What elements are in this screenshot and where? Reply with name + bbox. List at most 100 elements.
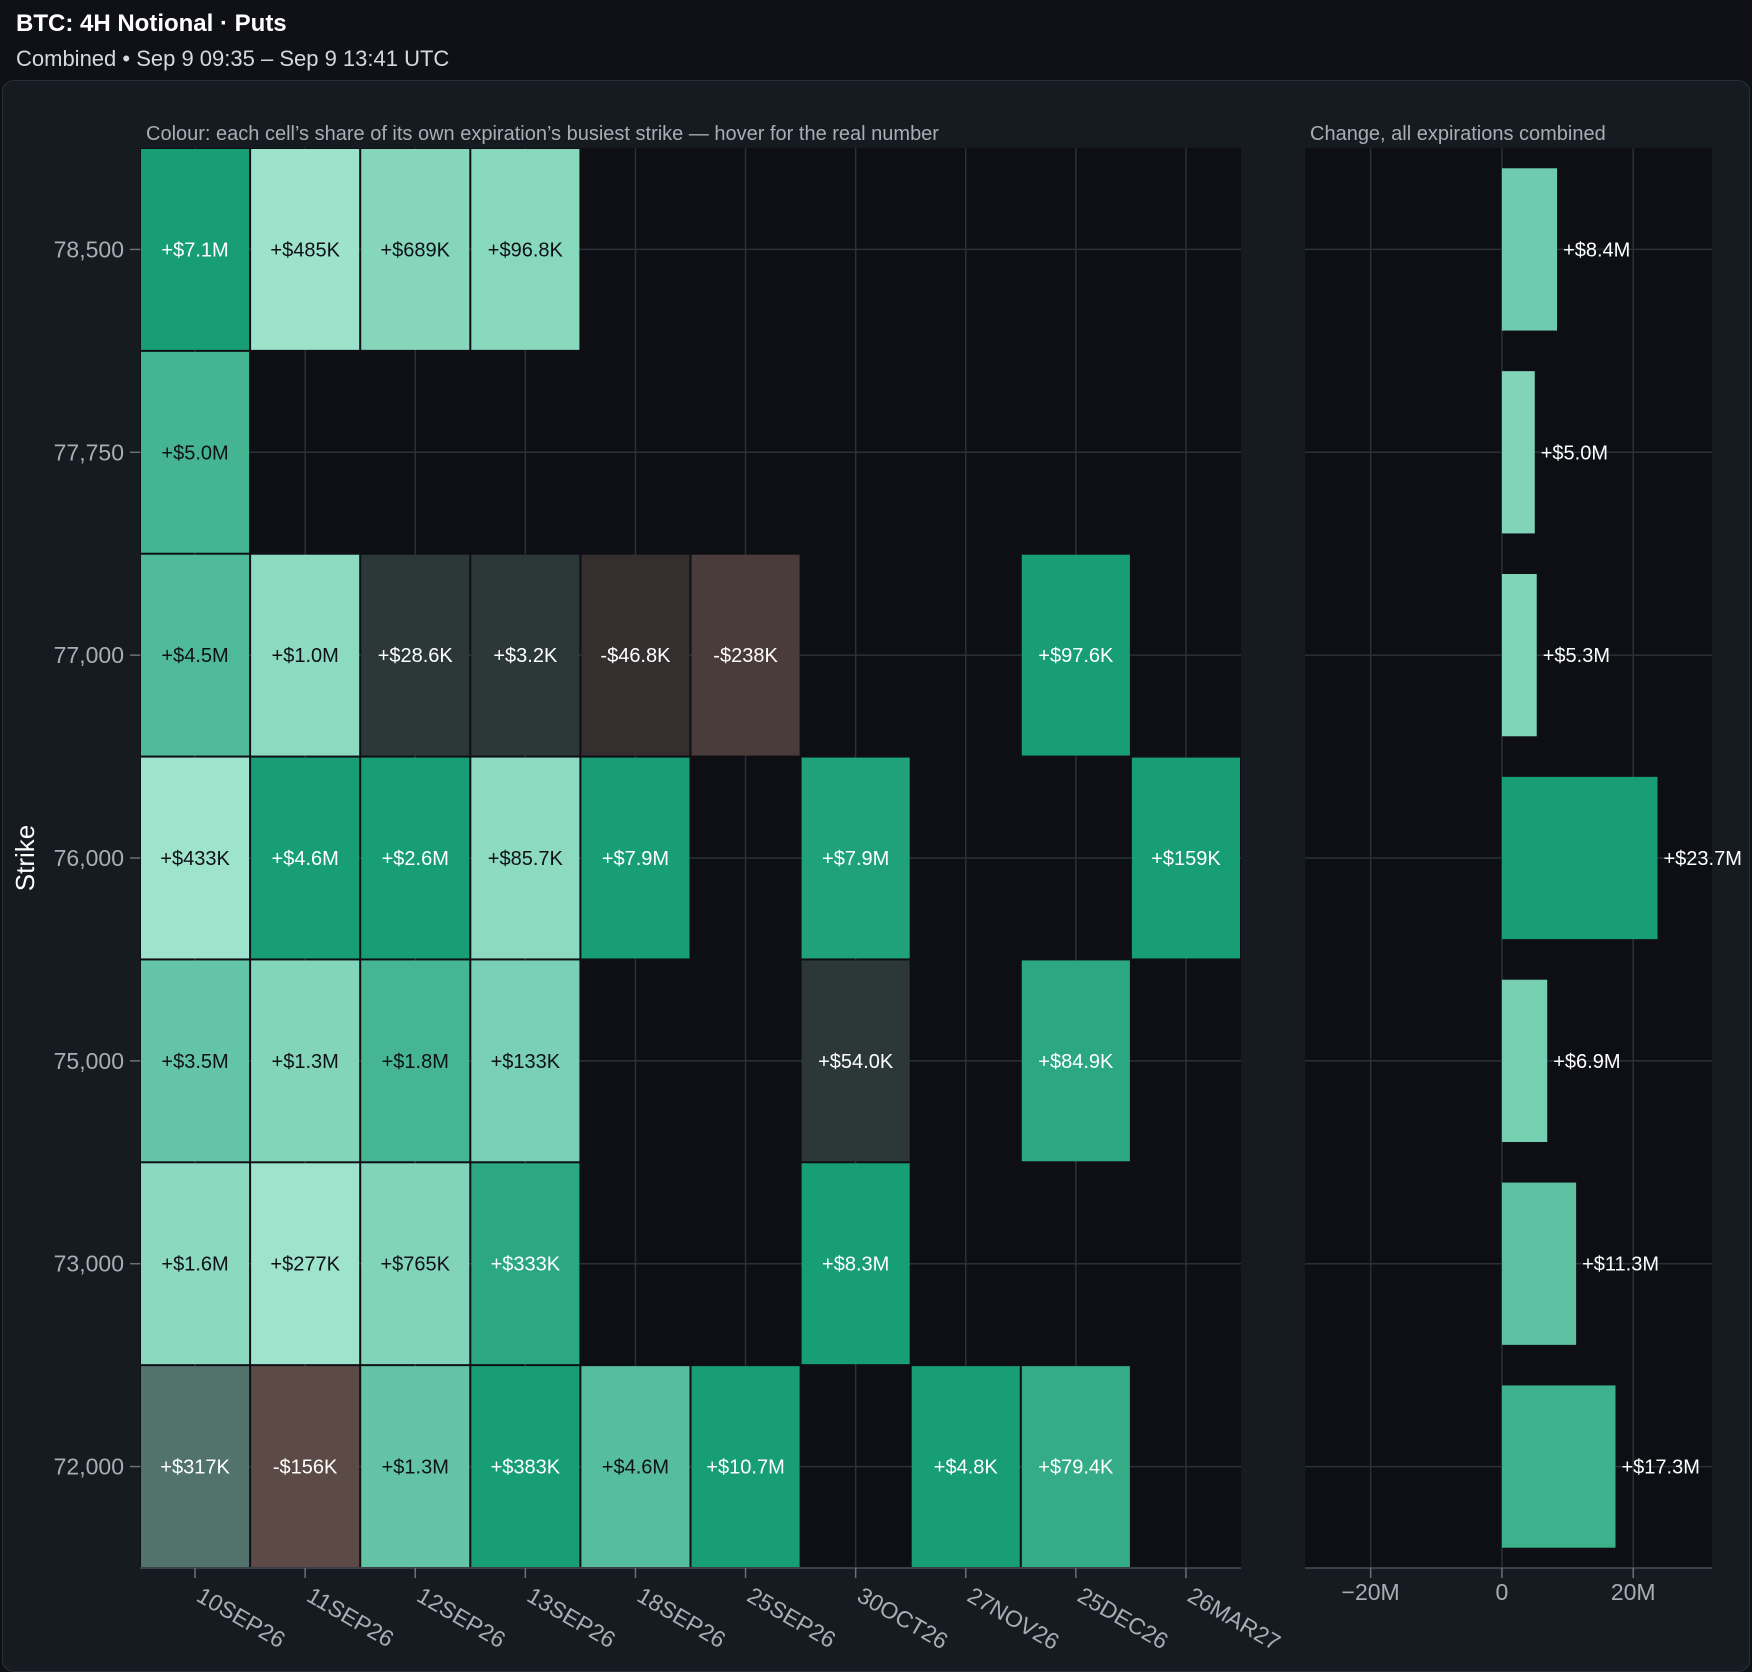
heatmap-cell-label: +$1.0M	[272, 645, 339, 667]
heatmap-cell	[251, 1366, 360, 1567]
bar-value-label: +$8.4M	[1563, 239, 1630, 261]
heatmap-cell-label: +$54.0K	[818, 1051, 894, 1073]
bar-chart-title: Change, all expirations combined	[1310, 123, 1606, 145]
heatmap-cell	[361, 960, 470, 1162]
heatmap-cell	[141, 1366, 250, 1567]
heatmap-cell-label: +$4.8K	[934, 1457, 999, 1479]
heatmap-x-tick-label: 25SEP26	[743, 1582, 840, 1653]
heatmap-y-tick-label: 77,000	[54, 642, 124, 668]
chart-title: BTC: 4H Notional · Puts	[16, 10, 287, 37]
heatmap-cell	[581, 554, 690, 756]
heatmap-cell-label: -$238K	[713, 645, 778, 667]
bar	[1501, 1182, 1577, 1345]
heatmap-cell	[1021, 960, 1130, 1162]
heatmap-cell-label: +$28.6K	[378, 645, 454, 667]
heatmap-cell	[141, 1163, 250, 1365]
heatmap-cell-label: +$1.3M	[382, 1457, 449, 1479]
heatmap-cell	[1021, 554, 1130, 756]
heatmap-cell	[801, 757, 910, 959]
bar-value-label: +$5.0M	[1541, 442, 1608, 464]
heatmap-cell	[691, 554, 800, 756]
heatmap-cell	[361, 1366, 470, 1567]
heatmap-y-tick-label: 78,500	[54, 236, 124, 262]
bar-value-label: +$11.3M	[1582, 1254, 1659, 1276]
bar-value-label: +$6.9M	[1553, 1051, 1620, 1073]
heatmap-cell-label: +$277K	[270, 1254, 340, 1276]
heatmap-x-tick-label: 30OCT26	[853, 1582, 952, 1654]
heatmap-cell-label: -$46.8K	[600, 645, 671, 667]
bar-value-label: +$17.3M	[1622, 1457, 1700, 1479]
heatmap-cell	[361, 554, 470, 756]
bar	[1501, 574, 1537, 737]
heatmap-cell	[251, 960, 360, 1162]
heatmap-cell	[141, 351, 250, 553]
bar	[1501, 371, 1535, 534]
heatmap-y-tick-label: 75,000	[54, 1048, 124, 1074]
heatmap-cell-label: +$4.6M	[272, 848, 339, 870]
heatmap-cell	[141, 149, 250, 350]
heatmap-cell	[471, 1366, 580, 1567]
heatmap-y-tick-label: 77,750	[54, 439, 124, 465]
bar-x-tick-label: 20M	[1611, 1579, 1656, 1605]
heatmap-cell-label: +$433K	[160, 848, 230, 870]
heatmap-cell	[1021, 1366, 1130, 1567]
heatmap-cell	[471, 149, 580, 350]
heatmap-cell	[581, 1366, 690, 1567]
heatmap-cell	[581, 757, 690, 959]
bar-value-label: +$23.7M	[1664, 848, 1742, 870]
heatmap-cell-label: +$96.8K	[488, 239, 564, 261]
heatmap-cell-label: +$765K	[380, 1254, 450, 1276]
heatmap-cell-label: +$485K	[270, 239, 340, 261]
bar	[1501, 1385, 1616, 1548]
heatmap-cell	[251, 757, 360, 959]
heatmap-x-tick-label: 12SEP26	[413, 1582, 510, 1653]
heatmap-cell	[361, 757, 470, 959]
heatmap-cell-label: -$156K	[273, 1457, 338, 1479]
heatmap-cell-label: +$333K	[491, 1254, 561, 1276]
heatmap-cell	[141, 960, 250, 1162]
bar	[1501, 168, 1558, 331]
heatmap-cell-label: +$1.8M	[382, 1051, 449, 1073]
heatmap-cell	[1131, 757, 1240, 959]
heatmap-cell-label: +$10.7M	[706, 1457, 784, 1479]
heatmap-cell-label: +$4.5M	[161, 645, 228, 667]
heatmap-y-tick-label: 72,000	[54, 1454, 124, 1480]
heatmap-cell	[471, 960, 580, 1162]
heatmap-x-tick-label: 18SEP26	[633, 1582, 730, 1653]
heatmap-y-tick-label: 73,000	[54, 1251, 124, 1277]
heatmap-cell	[141, 554, 250, 756]
heatmap-cell	[361, 1163, 470, 1365]
heatmap-cell	[691, 1366, 800, 1567]
heatmap-cell	[471, 554, 580, 756]
heatmap-x-tick-label: 13SEP26	[523, 1582, 620, 1653]
heatmap-cell-label: +$3.5M	[161, 1051, 228, 1073]
heatmap-title: Colour: each cell’s share of its own exp…	[146, 123, 939, 145]
heatmap-cell-label: +$383K	[491, 1457, 561, 1479]
heatmap-cell-label: +$2.6M	[382, 848, 449, 870]
heatmap-cell-label: +$133K	[491, 1051, 561, 1073]
heatmap-cell-label: +$85.7K	[488, 848, 564, 870]
heatmap-y-tick-label: 76,000	[54, 845, 124, 871]
bar-x-tick-label: 0	[1496, 1579, 1509, 1605]
heatmap-cell-label: +$8.3M	[822, 1254, 889, 1276]
heatmap-cell-label: +$97.6K	[1038, 645, 1114, 667]
heatmap-cell-label: +$4.6M	[602, 1457, 669, 1479]
heatmap-cell	[801, 960, 910, 1162]
heatmap-cell-label: +$3.2K	[493, 645, 558, 667]
heatmap-x-tick-label: 26MAR27	[1183, 1582, 1285, 1656]
heatmap-cell-label: +$7.9M	[602, 848, 669, 870]
bar	[1501, 979, 1548, 1142]
heatmap-cell-label: +$317K	[160, 1457, 230, 1479]
heatmap-x-tick-label: 27NOV26	[963, 1582, 1063, 1655]
heatmap-cell-label: +$7.9M	[822, 848, 889, 870]
heatmap-cell	[471, 757, 580, 959]
heatmap-cell-label: +$1.6M	[161, 1254, 228, 1276]
heatmap-x-tick-label: 11SEP26	[303, 1582, 399, 1652]
heatmap-cell	[251, 554, 360, 756]
heatmap-x-tick-label: 10SEP26	[193, 1582, 290, 1653]
heatmap-cell-label: +$79.4K	[1038, 1457, 1114, 1479]
heatmap-cell	[251, 1163, 360, 1365]
heatmap-cell	[801, 1163, 910, 1365]
heatmap-cell-label: +$7.1M	[161, 239, 228, 261]
